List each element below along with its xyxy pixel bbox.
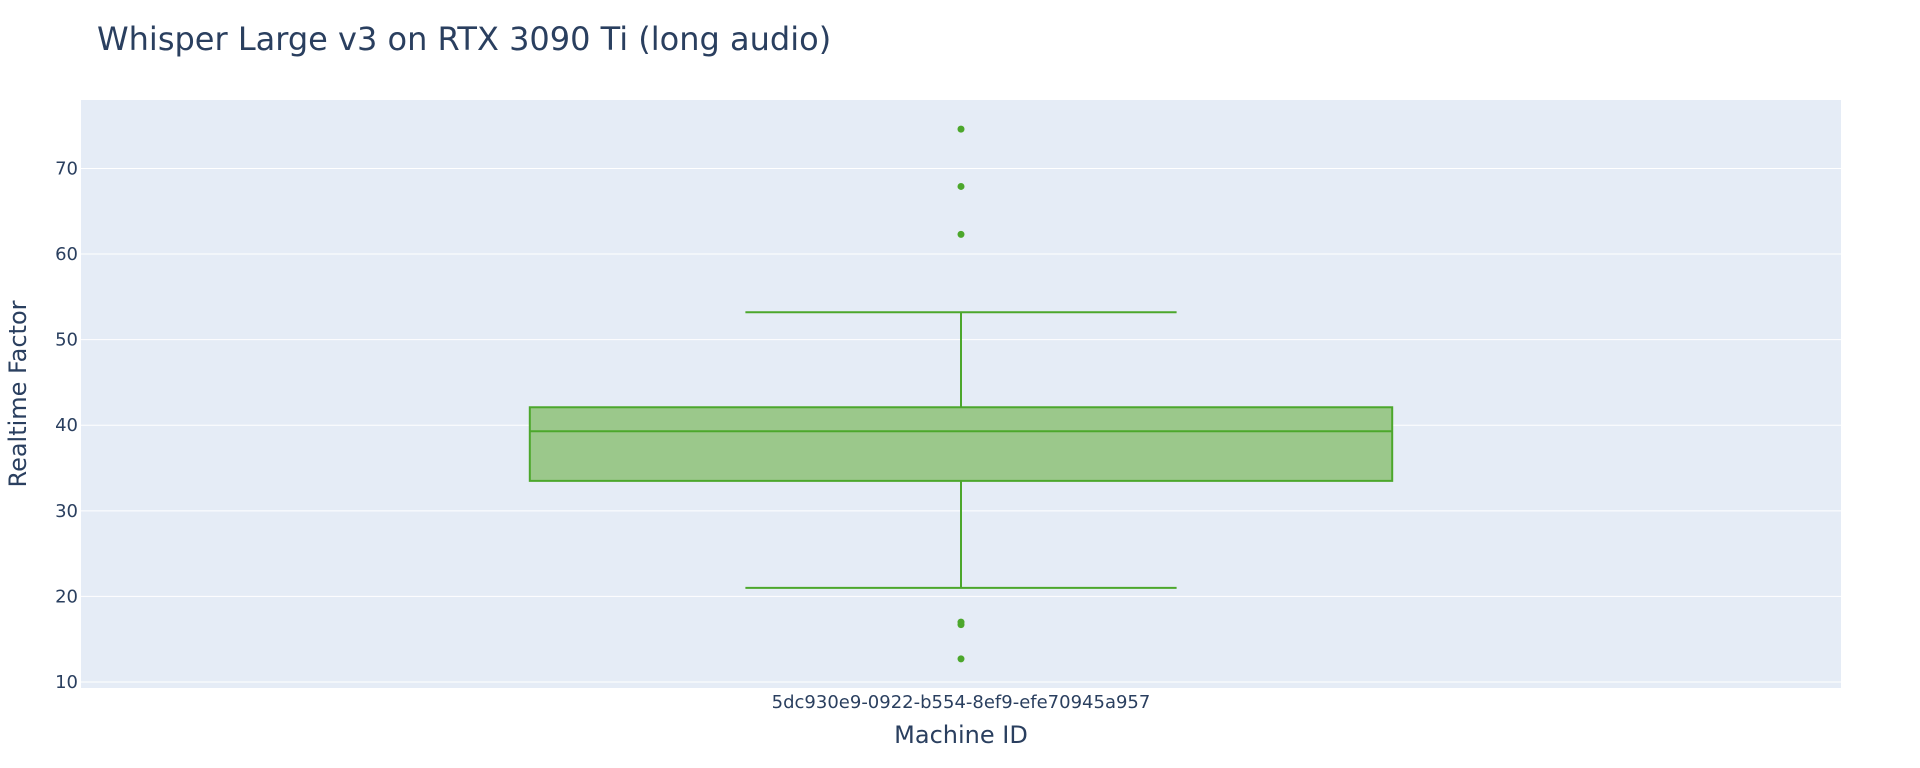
y-tick-label: 10 [55,672,78,693]
y-tick-label: 30 [55,501,78,522]
box-group [528,125,1394,663]
y-tick-label: 70 [55,158,78,179]
outlier-point [957,182,965,190]
y-tick-label: 40 [55,415,78,436]
y-tick-label: 20 [55,586,78,607]
outlier-point [957,230,965,238]
x-axis-title: Machine ID [894,721,1028,749]
boxes [528,125,1394,663]
y-axis-ticks: 10 20 30 40 50 60 70 [55,158,78,693]
x-tick-label: 5dc930e9-0922-b554-8ef9-efe70945a957 [772,692,1151,713]
box-iqr [528,406,1394,482]
outlier-point [957,125,965,133]
x-axis-ticks: 5dc930e9-0922-b554-8ef9-efe70945a957 [772,692,1151,713]
outlier-point [957,621,965,629]
y-axis-title: Realtime Factor [4,300,32,487]
chart-title: Whisper Large v3 on RTX 3090 Ti (long au… [97,20,831,58]
y-tick-label: 60 [55,244,78,265]
outlier-point [957,655,965,663]
y-tick-label: 50 [55,330,78,351]
